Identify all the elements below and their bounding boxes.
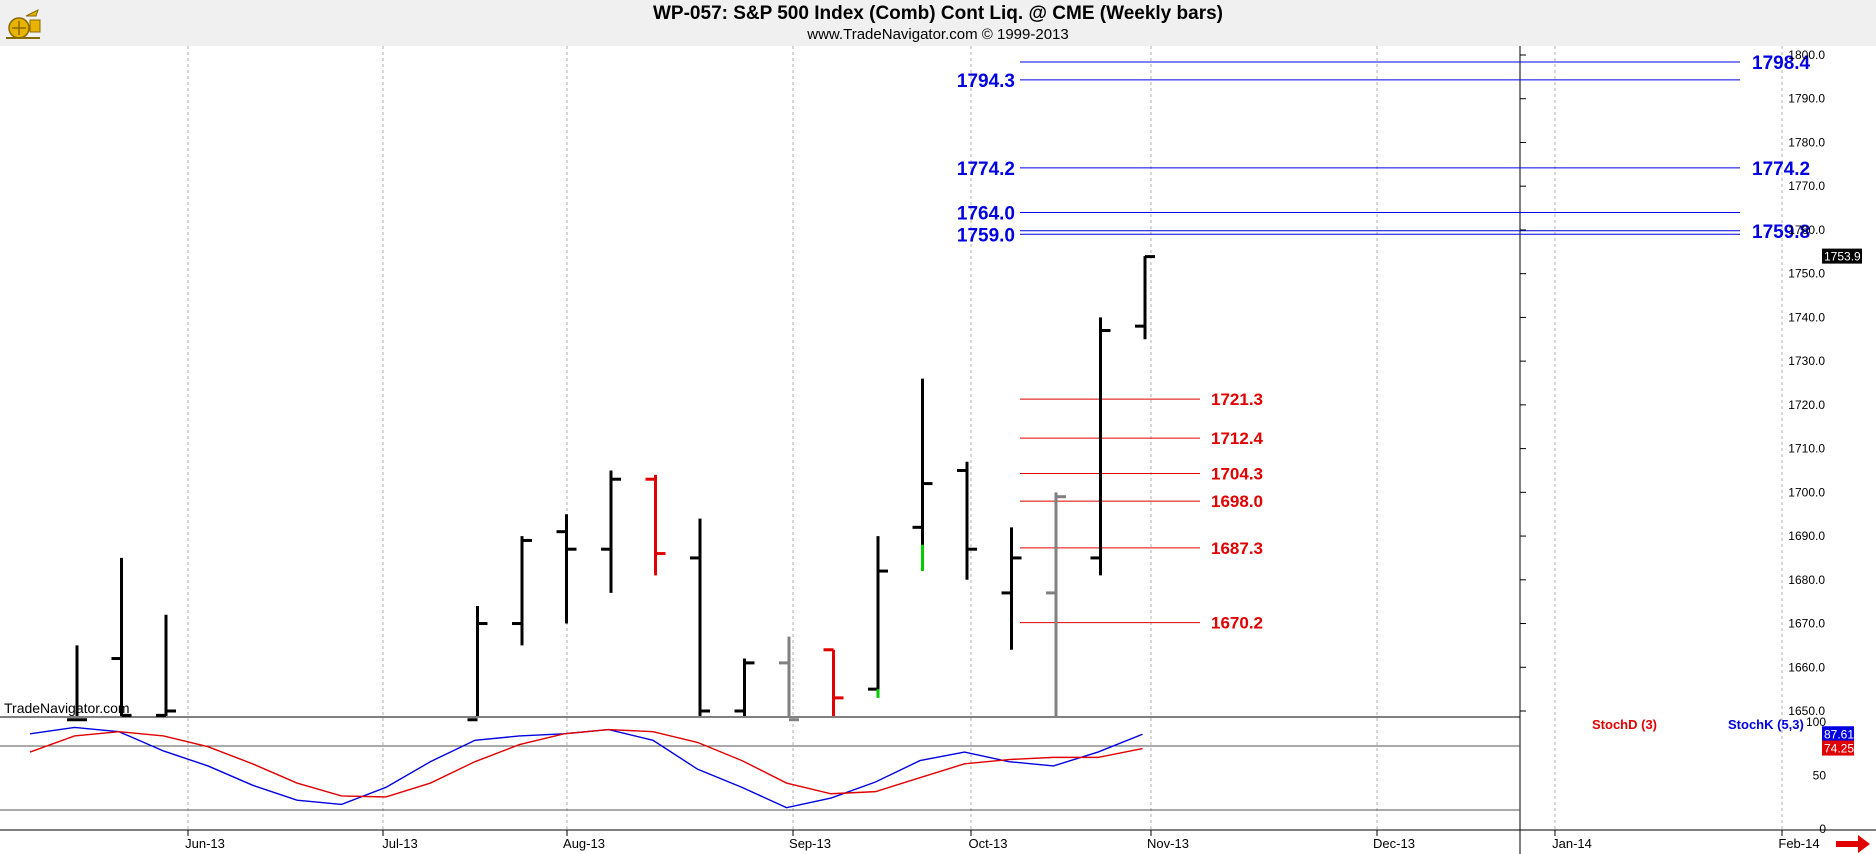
legend-stochk: StochK (5,3)	[1728, 717, 1804, 732]
stochk-line	[29, 726, 1143, 809]
resistance-label-left: 1774.2	[957, 159, 1015, 180]
stochd-line	[29, 728, 1143, 798]
ohlc-bar	[512, 536, 532, 646]
resistance-label-left: 1794.3	[957, 71, 1015, 92]
date-tick-label: Nov-13	[1147, 836, 1189, 851]
ohlc-bar	[1001, 527, 1022, 650]
price-axis: 1650.0 1660.0 1670.0 1680.0 1690.0 1700.0 1710…	[1520, 48, 1862, 718]
ohlc-bar	[67, 645, 87, 722]
price-tick-label: 1710.0	[1788, 442, 1825, 456]
price-tick-label: 1750.0	[1788, 267, 1825, 281]
chart-grid	[0, 46, 1876, 854]
price-tick-label: 1740.0	[1788, 310, 1825, 324]
price-tick-label: 1760.0	[1788, 223, 1825, 237]
ohlc-bar	[734, 658, 755, 716]
stoch-tick-label: 100	[1806, 715, 1826, 729]
date-tick-label: Oct-13	[968, 836, 1007, 851]
scroll-right-arrow-icon	[1836, 835, 1870, 853]
ohlc-bar	[645, 474, 666, 576]
date-tick-label: Dec-13	[1373, 836, 1415, 851]
price-tick-label: 1680.0	[1788, 573, 1825, 587]
ohlc-bar	[868, 536, 888, 694]
ohlc-bar	[601, 470, 621, 593]
resistance-label-right: 1774.2	[1752, 159, 1810, 180]
price-tick-label: 1650.0	[1788, 704, 1825, 718]
price-bars	[67, 255, 1155, 722]
chart-header: WP-057: S&P 500 Index (Comb) Cont Liq. @…	[0, 0, 1876, 46]
date-tick-label: Jun-13	[185, 836, 225, 851]
stoch-tick-label: 0	[1819, 822, 1826, 836]
ohlc-bar	[912, 378, 933, 572]
resistance-label-right: 1759.8	[1752, 222, 1810, 243]
date-tick-label: Aug-13	[563, 836, 605, 851]
price-tick-label: 1730.0	[1788, 354, 1825, 368]
resistance-label-left: 1759.0	[957, 225, 1015, 246]
watermark: TradeNavigator.com	[4, 700, 130, 716]
stochk-last-box	[1822, 726, 1854, 742]
support-label: 1721.3	[1211, 390, 1263, 409]
support-label: 1712.4	[1211, 429, 1264, 448]
ohlc-bar	[467, 606, 488, 722]
support-label: 1704.3	[1211, 465, 1263, 484]
chart-title: WP-057: S&P 500 Index (Comb) Cont Liq. @…	[653, 3, 1223, 24]
price-tick-label: 1700.0	[1788, 485, 1825, 499]
ohlc-bar	[1090, 317, 1111, 576]
date-axis: Jun-13 Jul-13 Aug-13 Sep-13 Oct-13 Nov-13 Dec-…	[185, 830, 1870, 853]
date-tick-label: Jan-14	[1552, 836, 1592, 851]
stochk-last-label: 87.61	[1824, 727, 1854, 741]
ohlc-bar	[1135, 255, 1155, 340]
price-tick-label: 1690.0	[1788, 529, 1825, 543]
legend-stochd: StochD (3)	[1592, 717, 1657, 732]
ohlc-bar	[556, 514, 577, 624]
price-tick-label: 1720.0	[1788, 398, 1825, 412]
support-label: 1698.0	[1211, 492, 1263, 511]
price-levels: 1798.4 1794.3 1774.2 1774.2 1764.0 1759.8 1759…	[957, 53, 1811, 633]
price-tick-label: 1790.0	[1788, 92, 1825, 106]
ohlc-bar	[823, 648, 844, 716]
date-tick-label: Sep-13	[789, 836, 831, 851]
support-label: 1670.2	[1211, 614, 1263, 633]
stochd-last-box	[1822, 740, 1854, 756]
ohlc-bar	[111, 557, 132, 717]
ohlc-bar	[1046, 492, 1066, 716]
price-tick-label: 1780.0	[1788, 135, 1825, 149]
price-tick-label: 1770.0	[1788, 179, 1825, 193]
resistance-label-right: 1798.4	[1752, 53, 1811, 74]
price-tick-label: 1660.0	[1788, 660, 1825, 674]
date-tick-label: Jul-13	[382, 836, 417, 851]
resistance-label-left: 1764.0	[957, 203, 1015, 224]
stoch-tick-label: 50	[1813, 769, 1827, 783]
date-tick-label: Feb-14	[1778, 836, 1819, 851]
support-label: 1687.3	[1211, 539, 1263, 558]
ohlc-bar	[779, 636, 799, 722]
price-tick-label: 1800.0	[1788, 48, 1825, 62]
chart-subtitle: www.TradeNavigator.com © 1999-2013	[807, 26, 1069, 43]
ohlc-bar	[690, 518, 710, 716]
stochd-last-label: 74.25	[1824, 742, 1854, 756]
ohlc-bar	[156, 614, 176, 717]
last-price-label: 1753.9	[1824, 250, 1861, 264]
price-tick-label: 1670.0	[1788, 617, 1825, 631]
ohlc-bar	[957, 461, 977, 580]
last-price-box	[1822, 248, 1862, 264]
trade-navigator-logo-icon	[6, 9, 41, 39]
